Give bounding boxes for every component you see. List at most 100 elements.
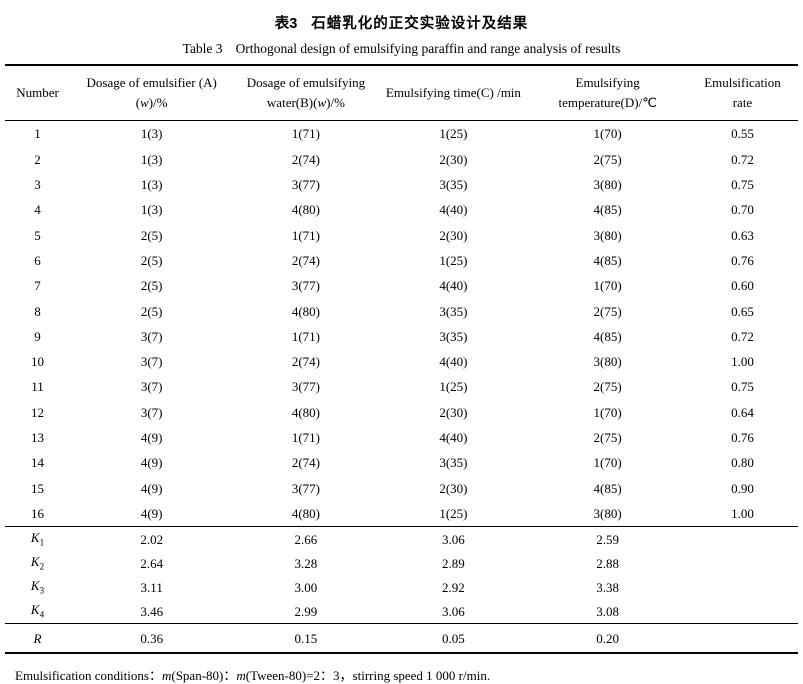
table-cell: 4(85): [593, 202, 622, 218]
table-cell: [687, 551, 798, 575]
table-cell: 2(74): [291, 354, 320, 370]
table-cell: 2(5): [140, 303, 163, 319]
table-cell: 1(70): [593, 404, 622, 420]
table-cell: 3.11: [140, 579, 163, 595]
table-row: 11 3(7) 3(77) 1(25) 2(75) 0.75: [5, 374, 798, 399]
table-title-en-text: Orthogonal design of emulsifying paraffi…: [235, 41, 621, 56]
table-row: 7 2(5) 3(77) 4(40) 1(70) 0.60: [5, 273, 798, 298]
table-row: 3 1(3) 3(77) 3(35) 3(80) 0.75: [5, 172, 798, 197]
table-number-zh: 表3: [274, 16, 298, 32]
table-row: 16 4(9) 4(80) 1(25) 3(80) 1.00: [5, 501, 798, 527]
footnote-segment: Emulsification conditions：: [15, 668, 162, 684]
table-cell: 3(77): [291, 379, 320, 395]
table-cell: 1: [34, 126, 41, 142]
table-cell: 0.36: [140, 630, 164, 646]
table-cell: 0.75: [731, 177, 754, 193]
table-row: 2 1(3) 2(74) 2(30) 2(75) 0.72: [5, 147, 798, 172]
footnote-segment: (Span-80)：: [171, 668, 237, 684]
table-cell: 1(3): [140, 151, 163, 167]
table-cell: 1(25): [439, 126, 468, 142]
table-cell: 2(5): [140, 252, 163, 268]
table-cell: [687, 624, 798, 654]
table-cell: 2(75): [593, 429, 622, 445]
column-header-emulsifying-time: Emulsifying time(C) /min: [385, 85, 521, 101]
table-cell: 2.89: [442, 555, 465, 571]
table-cell: 4(80): [291, 202, 320, 218]
footnote-segment: m: [161, 668, 172, 684]
table-cell: 0.20: [596, 630, 620, 646]
table-cell: 0.55: [731, 126, 754, 142]
table-cell: 3.28: [294, 555, 318, 571]
table-cell: 0.72: [731, 328, 754, 344]
table-cell: 2.88: [596, 555, 620, 571]
table-header: Number Dosage of emulsifier (A) (w)/% Dosag…: [5, 65, 798, 121]
table-cell: 3.00: [294, 579, 318, 595]
table-cell: 0.65: [731, 303, 754, 319]
table-number-en: Table 3: [182, 41, 223, 56]
table-cell: 2(74): [291, 455, 320, 471]
summary-row-label: K3: [30, 577, 45, 596]
table-cell: 2.64: [140, 555, 164, 571]
table-cell: 2.66: [294, 531, 318, 547]
table-cell: [687, 527, 798, 552]
table-cell: 0.64: [731, 404, 754, 420]
table-cell: 2(30): [439, 227, 468, 243]
table-cell: 2(30): [439, 480, 468, 496]
table-cell: 3(77): [291, 480, 320, 496]
table-cell: [687, 599, 798, 624]
table-cell: 1(25): [439, 252, 468, 268]
table-cell: 4(9): [140, 429, 163, 445]
table-cell: 4(80): [291, 303, 320, 319]
table-cell: 2(75): [593, 303, 622, 319]
table-cell: 3(80): [593, 505, 622, 521]
table-cell: 3.06: [442, 603, 465, 619]
table-k-summary: K1 2.02 2.66 3.06 2.59 K2 2.64 3.28 2.89 2.88 K3 3.…: [5, 527, 798, 624]
table-cell: 1(70): [593, 126, 622, 142]
table-cell: 9: [34, 328, 41, 344]
table-title-zh-text: 石蜡乳化的正交实验设计及结果: [311, 16, 529, 32]
summary-row-label: K4: [30, 601, 45, 620]
table-cell: 0.80: [731, 455, 754, 471]
table-cell: 2(75): [593, 151, 622, 167]
column-header-number: Number: [16, 85, 59, 101]
table-cell: 0.60: [731, 278, 754, 294]
column-header-emulsifying-temperature: Emulsifying temperature(D)/℃: [558, 75, 657, 111]
table-cell: 4(40): [439, 429, 468, 445]
table-cell: 0.15: [294, 630, 318, 646]
table-row: 15 4(9) 3(77) 2(30) 4(85) 0.90: [5, 475, 798, 500]
summary-row-label: K1: [30, 529, 45, 548]
table-cell: 1(71): [291, 126, 320, 142]
table-cell: 3: [34, 177, 41, 193]
table-row: 5 2(5) 1(71) 2(30) 3(80) 0.63: [5, 222, 798, 247]
table-cell: 1(70): [593, 455, 622, 471]
table-row: 12 3(7) 4(80) 2(30) 1(70) 0.64: [5, 400, 798, 425]
table-r-summary: R 0.36 0.15 0.05 0.20: [5, 624, 798, 654]
table-cell: 2.59: [596, 531, 620, 547]
footnote-segment: (Tween-80)=2：3，stirring speed 1 000 r/mi…: [245, 668, 491, 684]
table-cell: 0.72: [731, 151, 754, 167]
table-cell: 8: [34, 303, 41, 319]
table-row: 1 1(3) 1(71) 1(25) 1(70) 0.55: [5, 121, 798, 147]
table-cell: 4(40): [439, 202, 468, 218]
table-cell: 2.02: [140, 531, 164, 547]
table-cell: 2(75): [593, 379, 622, 395]
table-cell: 4(80): [291, 404, 320, 420]
table-cell: 2(74): [291, 151, 320, 167]
table-cell: 0.05: [442, 630, 465, 646]
table-row: 10 3(7) 2(74) 4(40) 3(80) 1.00: [5, 349, 798, 374]
table-cell: 16: [31, 505, 44, 521]
table-cell: 4(40): [439, 278, 468, 294]
table-cell: 1.00: [731, 354, 754, 370]
table-cell: 3(35): [439, 455, 468, 471]
table-row: K4 3.46 2.99 3.06 3.08: [5, 599, 798, 624]
table-cell: 1(3): [140, 126, 163, 142]
column-header-emulsifier-dosage: Dosage of emulsifier (A) (w)/%: [86, 75, 217, 111]
table-cell: 4(80): [291, 505, 320, 521]
footnote: Emulsification conditions：m(Span-80)：m(T…: [5, 665, 798, 684]
table-cell: 2(30): [439, 404, 468, 420]
table-cell: 6: [34, 252, 41, 268]
table-cell: 1(71): [291, 429, 320, 445]
table-cell: 15: [31, 480, 44, 496]
table-cell: 3.08: [596, 603, 620, 619]
